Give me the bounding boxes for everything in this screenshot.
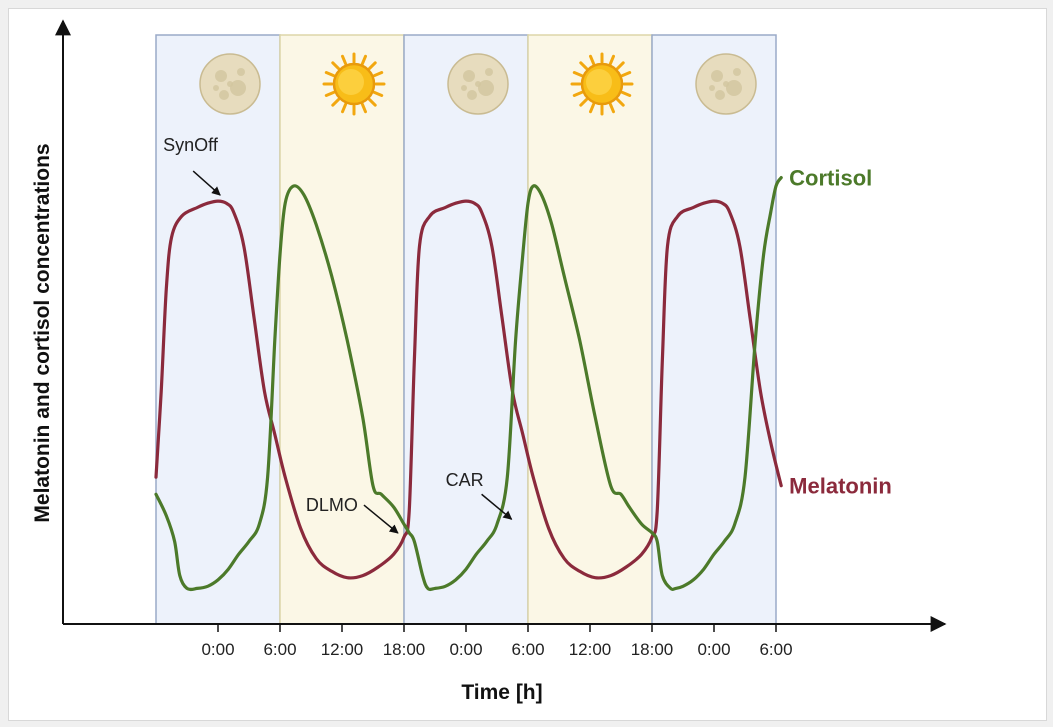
x-tick-label: 12:00 [321,640,364,659]
annotation-arrow [363,504,399,534]
x-tick-label: 6:00 [263,640,296,659]
series-labels: Melatonin Cortisol [789,166,892,499]
x-tick-label: 18:00 [383,640,426,659]
x-tick-label: 18:00 [631,640,674,659]
moon-icon [695,53,757,115]
x-tick-label: 12:00 [569,640,612,659]
band-day-1 [279,34,405,625]
day-night-icons [199,52,757,116]
annotations: SynOff DLMO CAR [163,135,513,534]
annotation-car: CAR [446,470,484,490]
x-tick-label: 0:00 [201,640,234,659]
y-axis-title: Melatonin and cortisol concentrations [31,143,54,522]
x-tick-label: 6:00 [511,640,544,659]
x-tick-label: 0:00 [697,640,730,659]
chart-frame: 0:00 6:00 12:00 18:00 0:00 6:00 12:00 18:00 0:00… [8,8,1047,721]
x-ticks: 0:00 6:00 12:00 18:00 0:00 6:00 12:00 18:00 0:00… [201,624,793,659]
annotation-arrow [481,493,513,520]
series-label-cortisol: Cortisol [789,166,872,191]
background-bands [155,34,777,625]
band-night-2 [403,34,529,625]
moon-icon [199,53,261,115]
series-line-melatonin [154,199,783,580]
axes [55,19,947,632]
series-label-melatonin: Melatonin [789,474,892,499]
x-tick-label: 0:00 [449,640,482,659]
band-day-3 [527,34,653,625]
chart-svg: 0:00 6:00 12:00 18:00 0:00 6:00 12:00 18:00 0:00… [31,19,947,704]
annotation-synoff: SynOff [163,135,219,155]
sun-icon [322,52,386,116]
series-lines [154,176,783,592]
annotation-dlmo: DLMO [306,495,358,515]
series-line-cortisol [154,176,783,592]
annotation-arrow [192,170,221,196]
moon-icon [447,53,509,115]
x-tick-label: 6:00 [759,640,792,659]
x-axis-title: Time [h] [461,681,542,704]
sun-icon [570,52,634,116]
